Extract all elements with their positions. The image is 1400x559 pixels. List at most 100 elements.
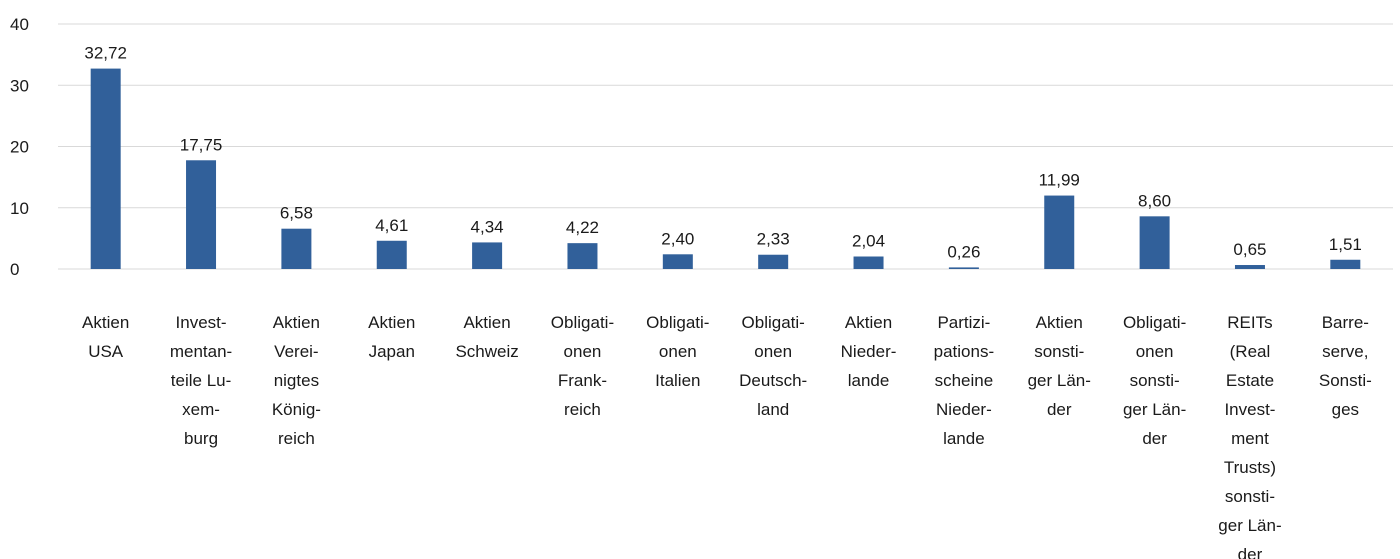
y-tick-label: 20 [10,138,29,157]
category-label: Aktien Nieder-lande [841,313,897,390]
data-label: 4,34 [471,217,504,236]
category-label-line: Aktien [273,313,320,332]
category-label-line: Estate [1226,371,1274,390]
category-label: Aktien sonsti-ger Län-der [1028,313,1091,419]
category-label-line: Aktien [368,313,415,332]
category-label-line: Frank- [558,371,607,390]
category-label-line: Obligati- [1123,313,1186,332]
category-label: Barre-serve, Sonsti-ges [1319,313,1372,419]
category-label-line: (Real [1230,342,1271,361]
category-label-line: Obligati- [646,313,709,332]
category-label-line: onen [564,342,602,361]
category-label: Invest-mentan-teile Lu-xem-burg [170,313,232,448]
data-label: 8,60 [1138,191,1171,210]
category-label-line: Deutsch- [739,371,807,390]
category-label-line: Sonsti- [1319,371,1372,390]
category-label-line: nigtes [274,371,319,390]
category-label: Obligati-onen Deutsch-land [739,313,807,419]
data-label: 0,65 [1233,240,1266,259]
data-label: 17,75 [180,135,223,154]
category-label-line: Japan [369,342,415,361]
category-label-line: reich [278,429,315,448]
data-label: 2,04 [852,232,885,251]
category-labels: Aktien USA Invest-mentan-teile Lu-xem-burg… [82,313,1372,559]
category-label-line: onen [754,342,792,361]
y-axis-ticks: 0 10 20 30 40 [10,15,29,279]
bar [567,243,598,269]
category-label-line: Nieder- [936,400,992,419]
category-label-line: mentan- [170,342,232,361]
category-label-line: ger Län- [1218,516,1281,535]
bar [186,160,217,269]
bar [948,267,979,269]
category-label-line: ges [1332,400,1359,419]
y-tick-label: 0 [10,260,19,279]
category-label: Obligati-onen sonsti-ger Län-der [1123,313,1186,448]
data-label: 4,22 [566,218,599,237]
bars [90,68,1361,269]
bar [472,242,503,269]
category-label-line: Barre- [1322,313,1369,332]
data-labels: 32,72 17,75 6,58 4,61 4,34 4,22 2,40 2,33 2,04 0,… [84,44,1361,262]
y-tick-label: 10 [10,199,29,218]
category-label-line: Schweiz [455,342,518,361]
category-label-line: sonsti- [1130,371,1180,390]
bar [1234,265,1265,269]
category-label-line: USA [88,342,124,361]
data-label: 11,99 [1039,171,1080,190]
bar [376,240,407,269]
category-label-line: lande [943,429,985,448]
bar [853,256,884,269]
category-label-line: Obligati- [742,313,805,332]
category-label-line: ger Län- [1028,371,1091,390]
data-label: 4,61 [375,216,408,235]
data-label: 32,72 [84,44,127,63]
category-label-line: Invest- [1224,400,1275,419]
category-label-line: Nieder- [841,342,897,361]
category-label-line: der [1238,545,1263,559]
category-label-line: Italien [655,371,700,390]
bar [1139,216,1170,269]
category-label-line: serve, [1322,342,1368,361]
bar [662,254,693,269]
data-label: 2,40 [661,229,694,248]
category-label-line: REITs [1227,313,1272,332]
category-label-line: sonsti- [1225,487,1275,506]
category-label: Obligati-onen Frank-reich [551,313,614,419]
category-label: Aktien Verei-nigtes König-reich [272,313,321,448]
category-label: Aktien Japan [368,313,415,361]
category-label-line: onen [659,342,697,361]
category-label-line: der [1142,429,1167,448]
category-label-line: teile Lu- [171,371,231,390]
category-label-line: der [1047,400,1072,419]
y-tick-label: 30 [10,76,29,95]
bar [90,68,121,269]
gridlines [58,23,1393,270]
category-label-line: Trusts) [1224,458,1276,477]
category-label-line: burg [184,429,218,448]
bar [1330,259,1361,269]
category-label-line: Aktien [1036,313,1083,332]
category-label-line: Partizi- [937,313,990,332]
category-label-line: Verei- [274,342,318,361]
category-label-line: lande [848,371,890,390]
category-label-line: scheine [935,371,994,390]
data-label: 1,51 [1329,235,1362,254]
category-label-line: reich [564,400,601,419]
category-label-line: onen [1136,342,1174,361]
y-tick-label: 40 [10,15,29,34]
category-label-line: Aktien [82,313,129,332]
data-label: 6,58 [280,204,313,223]
category-label-line: sonsti- [1034,342,1084,361]
category-label-line: xem- [182,400,220,419]
category-label: REITs (Real Estate Invest-ment Trusts) sonsti… [1218,313,1281,559]
category-label-line: land [757,400,789,419]
category-label: Obligati-onen Italien [646,313,709,390]
bar [758,254,789,269]
category-label-line: Obligati- [551,313,614,332]
data-label: 2,33 [757,230,790,249]
category-label: Partizi-pations-scheine Nieder-lande [934,313,994,448]
category-label: Aktien USA [82,313,129,361]
category-label-line: Invest- [176,313,227,332]
data-label: 0,26 [947,242,980,261]
